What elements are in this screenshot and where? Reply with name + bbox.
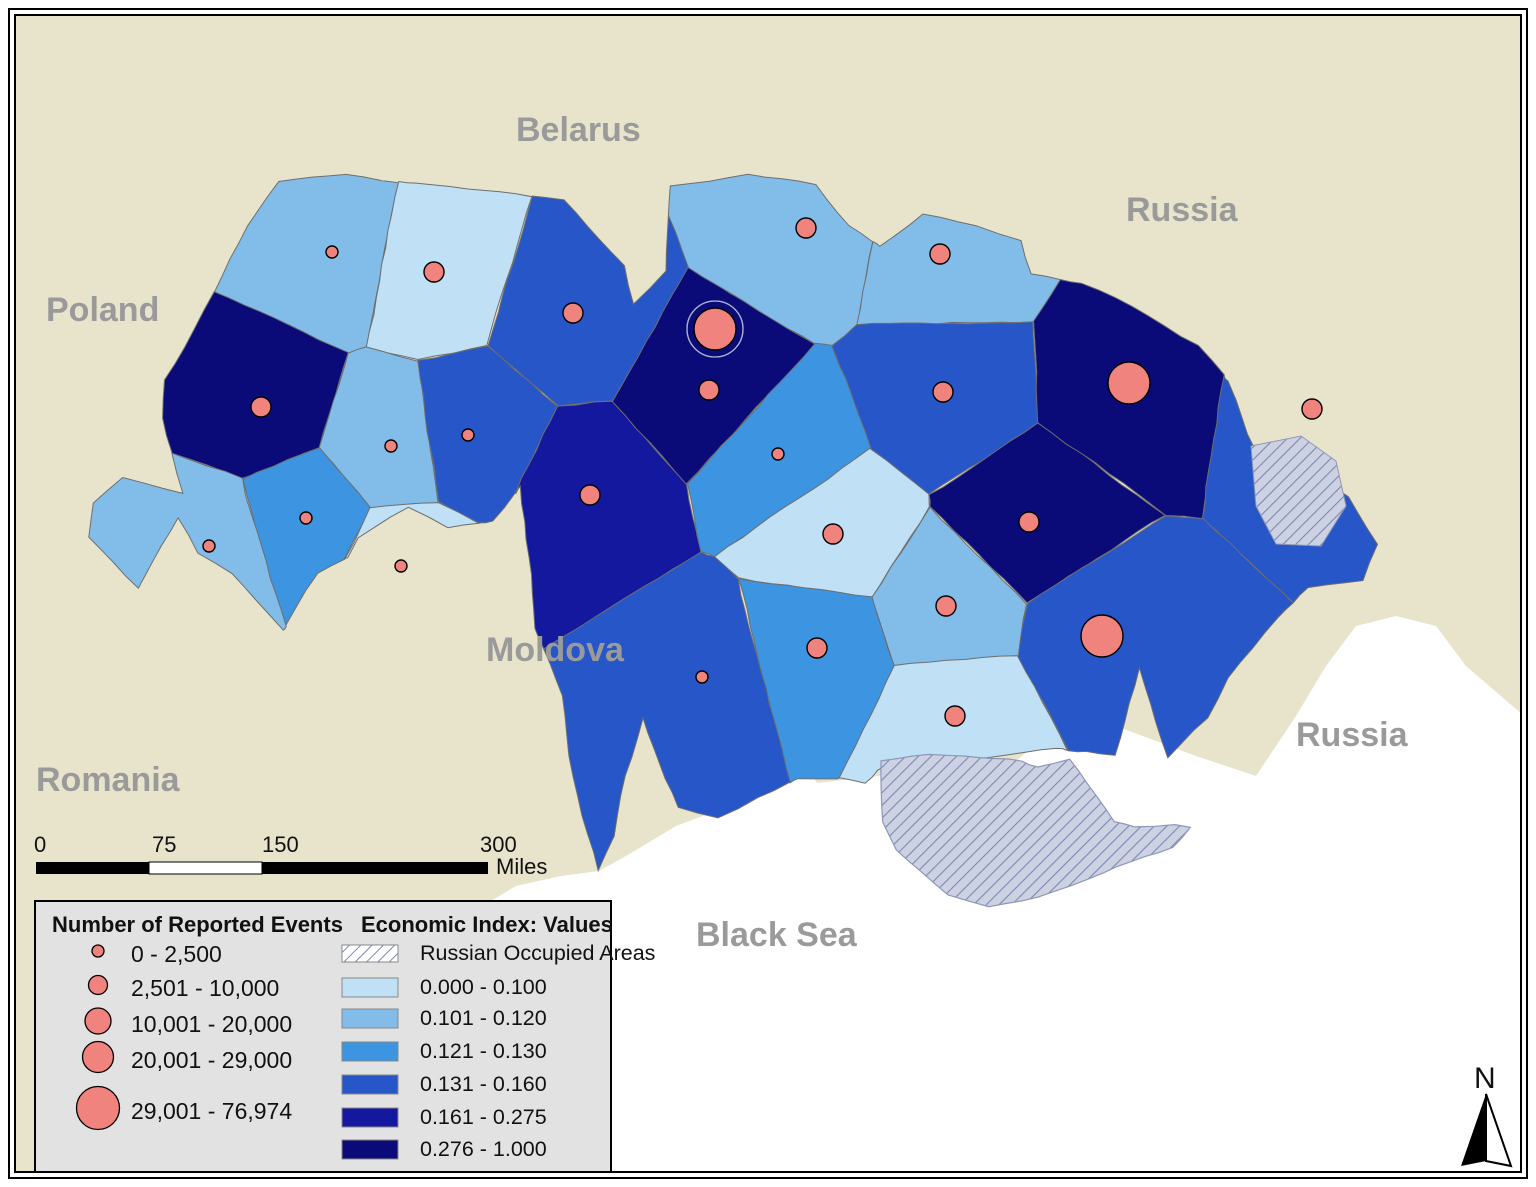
svg-text:75: 75 — [152, 834, 176, 857]
svg-text:150: 150 — [262, 834, 299, 857]
svg-text:Miles: Miles — [496, 854, 547, 879]
svg-text:0: 0 — [34, 834, 46, 857]
sumy — [857, 214, 1061, 326]
svg-text:N: N — [1474, 1066, 1496, 1095]
